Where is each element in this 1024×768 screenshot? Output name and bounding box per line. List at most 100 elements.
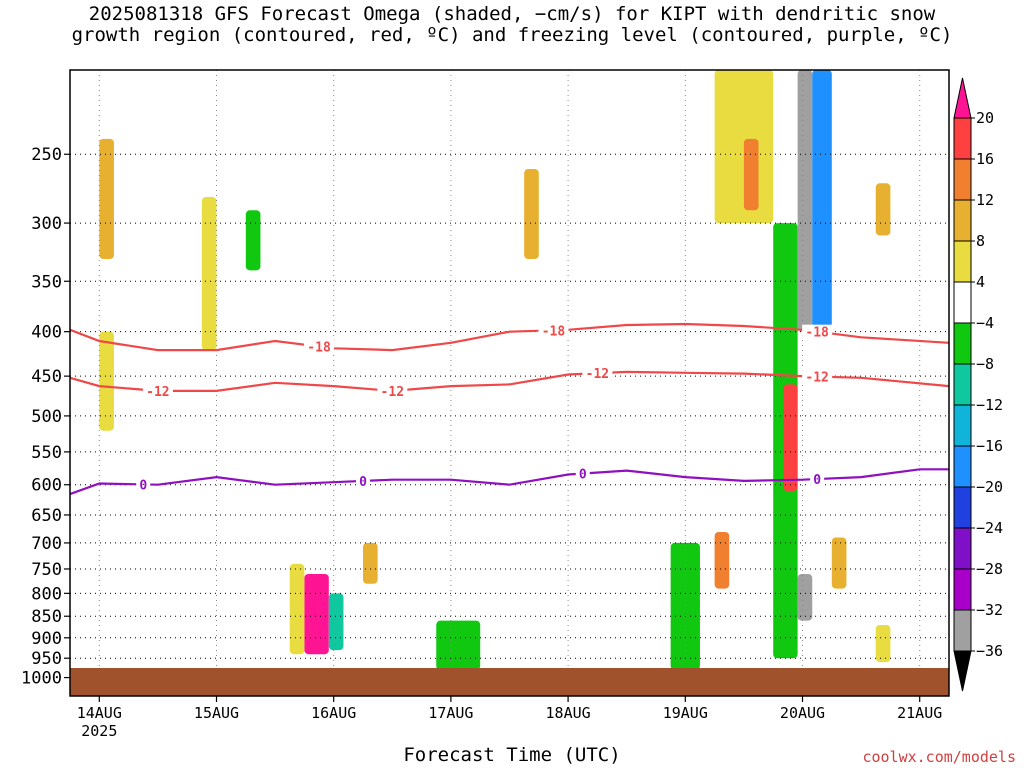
y-tick-label: 850 — [31, 607, 62, 627]
contour-label: 0 — [813, 473, 821, 488]
omega-shading — [99, 70, 891, 670]
colorbar-label: −8 — [976, 355, 994, 373]
contour-label: -12 — [586, 367, 609, 382]
x-tick-label: 18AUG — [546, 704, 591, 722]
contour--18 — [70, 322, 949, 352]
omega-region — [99, 331, 114, 431]
ground-fill — [70, 668, 949, 696]
omega-region — [363, 542, 378, 584]
contour-label: 0 — [139, 478, 147, 493]
omega-region — [743, 138, 759, 211]
x-axis-label: Forecast Time (UTC) — [403, 744, 621, 766]
y-tick-label: 400 — [31, 323, 62, 343]
omega-region — [670, 542, 700, 670]
y-tick-label: 1000 — [21, 669, 62, 689]
y-tick-label: 300 — [31, 214, 62, 234]
contour-label: -12 — [805, 371, 828, 386]
contour-label: 0 — [579, 468, 587, 483]
colorbar: 20 16 12 8 4 −4 −8 −12 −16 −20 −24 −28 −32 −36 — [953, 77, 1003, 692]
colorbar-swatch — [953, 445, 972, 488]
contour-label-bg — [377, 383, 408, 398]
omega-region — [797, 70, 813, 332]
omega-region — [304, 573, 329, 655]
colorbar-label: −16 — [976, 437, 1003, 455]
title-line-2: growth region (contoured, red, ºC) and f… — [71, 24, 953, 46]
y-tick-label: 450 — [31, 367, 62, 387]
contour-label-bg — [802, 369, 833, 384]
colorbar-swatch — [953, 363, 972, 406]
omega-region — [782, 384, 798, 491]
colorbar-swatch — [953, 199, 972, 242]
y-tick-label: 600 — [31, 476, 62, 496]
omega-region — [875, 183, 891, 236]
colorbar-swatch — [953, 281, 972, 324]
y-tick-label: 700 — [31, 534, 62, 554]
y-tick-label: 350 — [31, 272, 62, 292]
y-tick-label: 950 — [31, 649, 62, 669]
omega-region — [797, 573, 813, 621]
contour-label: -18 — [542, 324, 566, 339]
omega-region — [524, 169, 539, 260]
contour-label-bg — [142, 383, 173, 398]
contour-label-bg — [802, 324, 833, 339]
y-tick-label: 750 — [31, 560, 62, 580]
x-tick-label: 15AUG — [194, 704, 239, 722]
x-tick-label: 16AUG — [311, 704, 356, 722]
y-tick-label: 800 — [31, 584, 62, 604]
colorbar-swatch — [953, 404, 972, 447]
contour-label-bg — [575, 466, 590, 481]
contour-label: -12 — [146, 385, 169, 400]
omega-region — [245, 210, 261, 271]
y-tick-label: 500 — [31, 407, 62, 427]
x-tick-label: 14AUG — [77, 704, 122, 722]
colorbar-label: 16 — [976, 150, 994, 168]
contour-label: -18 — [307, 340, 331, 355]
y-tick-label: 250 — [31, 145, 62, 165]
colorbar-label: −32 — [976, 601, 1003, 619]
colorbar-label: −4 — [976, 314, 994, 332]
contour-label: -12 — [381, 385, 404, 400]
contour-label-bg — [810, 472, 825, 487]
y-tick-label: 900 — [31, 629, 62, 649]
colorbar-label: 4 — [976, 273, 985, 291]
contour-label-bg — [356, 473, 370, 488]
colorbar-swatch — [953, 568, 972, 611]
title-line-1: 2025081318 GFS Forecast Omega (shaded, −… — [88, 3, 936, 25]
omega-region — [714, 531, 730, 589]
omega-region — [714, 70, 774, 224]
colorbar-label: −24 — [976, 519, 1003, 537]
colorbar-label: −28 — [976, 560, 1003, 578]
omega-region — [812, 70, 832, 332]
colorbar-label: 12 — [976, 191, 994, 209]
x-tick-label: 21AUG — [897, 704, 942, 722]
x-tick-label: 19AUG — [663, 704, 708, 722]
colorbar-swatch — [953, 609, 972, 652]
x-tick-label: 17AUG — [428, 704, 473, 722]
colorbar-label: 20 — [976, 109, 994, 127]
colorbar-swatch — [953, 240, 972, 283]
omega-region — [436, 620, 481, 670]
credit-text: coolwx.com/models — [862, 748, 1016, 766]
omega-region — [201, 197, 217, 351]
colorbar-label: −36 — [976, 642, 1003, 660]
colorbar-label: −20 — [976, 478, 1003, 496]
contour-lines: -18 -18 -18 -12 -12 -12 -12 0 0 0 0 — [70, 322, 949, 496]
omega-region — [99, 138, 114, 260]
omega-region — [289, 563, 305, 655]
colorbar-swatch — [953, 527, 972, 570]
x-tick-year: 2025 — [81, 722, 117, 740]
colorbar-swatch — [953, 486, 972, 529]
contour-label-bg — [136, 477, 151, 492]
plot-frame — [69, 69, 950, 697]
colorbar-swatch — [953, 158, 972, 201]
contour-label: -18 — [805, 326, 829, 341]
y-axis: 2503003504004505005506006507007508008509… — [21, 145, 70, 689]
colorbar-label: −12 — [976, 396, 1003, 414]
contour-label-bg — [304, 339, 335, 354]
colorbar-swatch — [953, 322, 972, 365]
contour-label: 0 — [359, 475, 367, 490]
x-tick-label: 20AUG — [780, 704, 825, 722]
y-tick-label: 550 — [31, 443, 62, 463]
